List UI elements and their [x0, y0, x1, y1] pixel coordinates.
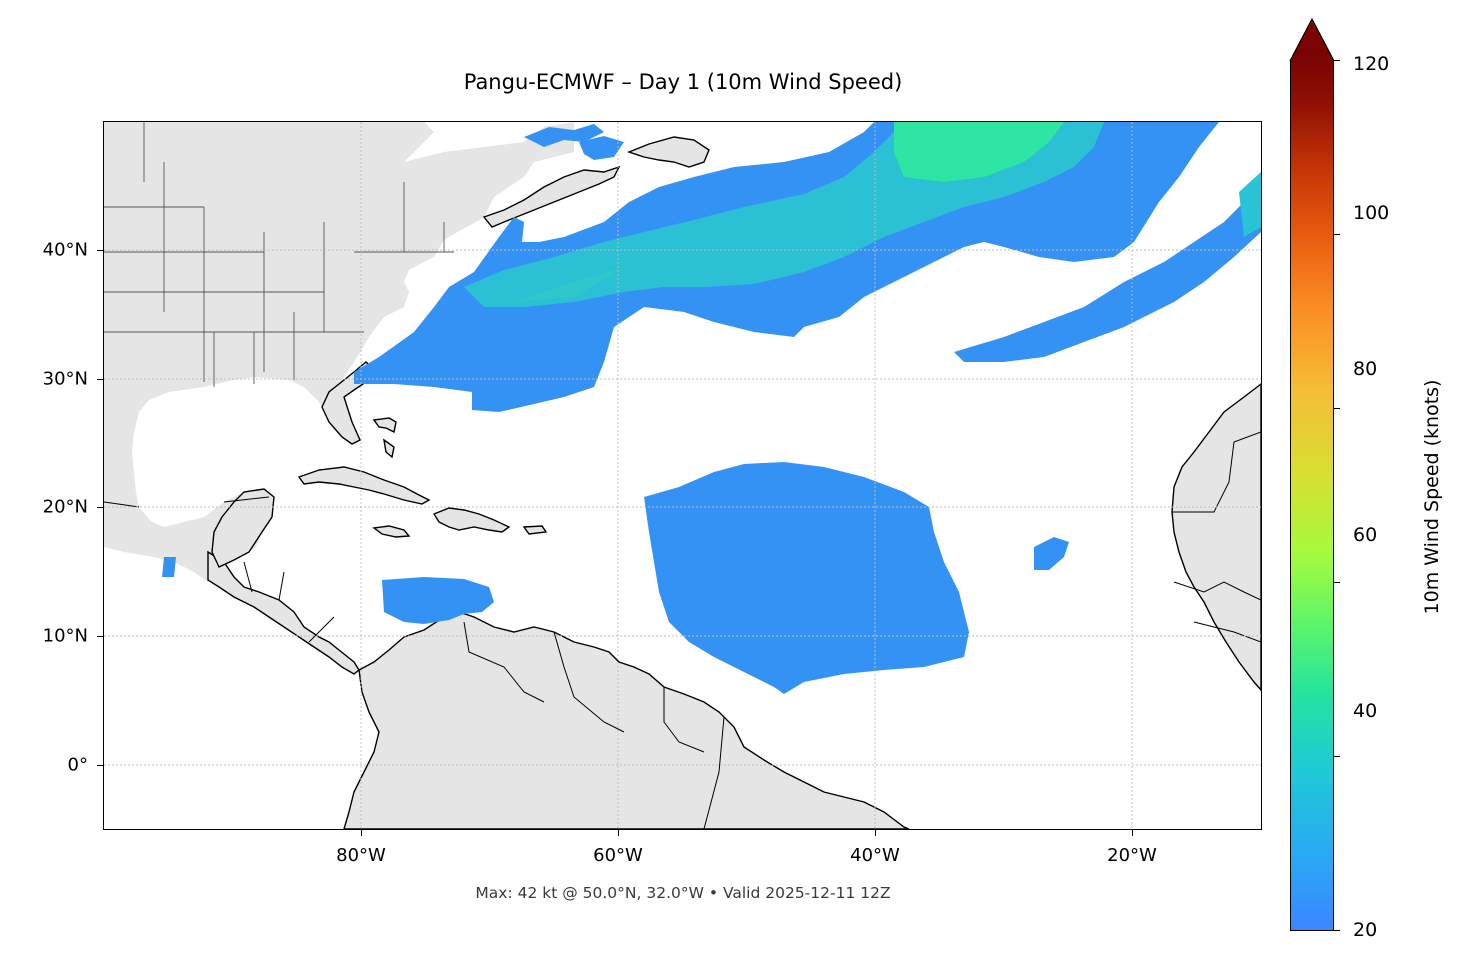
colorbar-label-120: 120 — [1353, 53, 1390, 75]
colorbar-label-20: 20 — [1353, 919, 1378, 941]
lat-tick — [97, 636, 104, 637]
max-wind-caption: Max: 42 kt @ 50.0°N, 32.0°W • Valid 2025… — [475, 884, 891, 902]
wind-field — [162, 122, 1261, 694]
map-canvas — [104, 122, 1261, 829]
colorbar-extend-arrow — [1289, 18, 1335, 61]
colorbar — [1290, 60, 1334, 931]
lon-label-40w: 40°W — [850, 845, 900, 866]
colorbar-tick — [1334, 408, 1340, 409]
land-jamaica — [372, 525, 411, 538]
lon-label-80w: 80°W — [336, 845, 386, 866]
land-south-america — [343, 611, 910, 829]
lon-tick — [875, 829, 876, 836]
state-borders — [104, 122, 454, 387]
land-bahamas — [372, 417, 397, 459]
land-newfoundland — [626, 136, 710, 168]
lon-tick — [618, 829, 619, 836]
colorbar-label-100: 100 — [1353, 202, 1390, 224]
chart-title: Pangu-ECMWF – Day 1 (10m Wind Speed) — [463, 70, 903, 94]
land-hispaniola — [432, 507, 511, 533]
land-maritimes — [482, 165, 621, 228]
lat-label-40n: 40°N — [42, 239, 88, 261]
lat-label-equator: 0° — [67, 754, 88, 776]
colorbar-tick — [1334, 930, 1340, 931]
colorbar-label-40: 40 — [1353, 700, 1378, 722]
land-north-america — [104, 122, 574, 582]
colorbar-title: 10m Wind Speed (knots) — [1421, 379, 1443, 615]
lat-tick — [97, 765, 104, 766]
land-yucatan — [211, 488, 275, 568]
colorbar-tick — [1334, 60, 1340, 61]
lon-tick — [361, 829, 362, 836]
colorbar-tick — [1334, 582, 1340, 583]
lat-label-10n: 10°N — [42, 625, 88, 647]
colorbar-tick — [1334, 234, 1340, 235]
lon-label-20w: 20°W — [1107, 845, 1157, 866]
lat-tick — [97, 379, 104, 380]
lat-tick — [97, 507, 104, 508]
colorbar-label-80: 80 — [1353, 358, 1378, 380]
lat-tick — [97, 250, 104, 251]
country-borders — [104, 431, 1261, 829]
colorbar-label-60: 60 — [1353, 524, 1378, 546]
lon-label-60w: 60°W — [593, 845, 643, 866]
colorbar-tick — [1334, 756, 1340, 757]
lat-label-30n: 30°N — [42, 368, 88, 390]
land-africa — [1171, 383, 1261, 692]
lon-tick — [1132, 829, 1133, 836]
land-puerto-rico — [522, 525, 548, 535]
lat-label-20n: 20°N — [42, 496, 88, 518]
map-frame — [103, 121, 1262, 830]
gridlines — [104, 122, 1261, 829]
land-cuba — [297, 466, 431, 505]
